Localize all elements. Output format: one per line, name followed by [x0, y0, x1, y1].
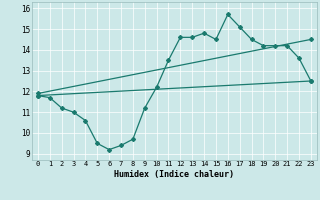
X-axis label: Humidex (Indice chaleur): Humidex (Indice chaleur) [115, 170, 234, 179]
